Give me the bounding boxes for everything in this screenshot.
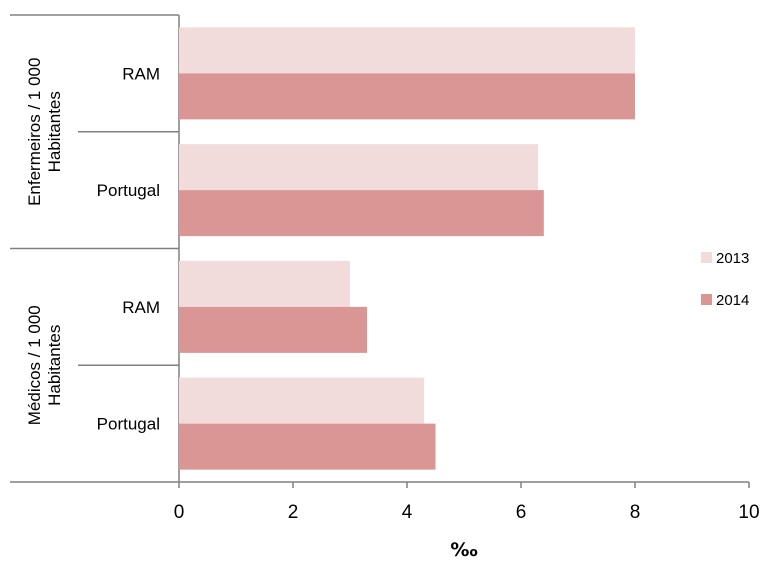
bar-2014-ram-0 — [179, 73, 635, 120]
group-label-line: Enfermeiros / 1 000 — [25, 58, 44, 206]
group-label-line: Habitantes — [45, 325, 64, 406]
x-tick-label: 2 — [288, 502, 299, 523]
legend: 2013 2014 — [701, 250, 749, 309]
x-tick-label: 8 — [630, 502, 641, 523]
bar-2014-portugal-1 — [179, 190, 544, 237]
category-label: Portugal — [97, 415, 160, 434]
x-tick-label: 0 — [174, 502, 185, 523]
group-label: Médicos / 1 000Habitantes — [25, 305, 64, 425]
x-tick-label: 4 — [402, 502, 413, 523]
bar-2013-portugal-3 — [179, 377, 425, 424]
legend-swatch-2013 — [701, 252, 712, 263]
bar-2014-ram-2 — [179, 306, 368, 353]
category-label: Portugal — [97, 181, 160, 200]
bar-2013-ram-2 — [179, 260, 350, 307]
bar-2013-ram-0 — [179, 27, 635, 74]
category-label: RAM — [122, 64, 160, 83]
x-tick-label: 6 — [516, 502, 527, 523]
bars — [179, 27, 635, 470]
legend-label-2014: 2014 — [716, 292, 749, 309]
legend-swatch-2014 — [701, 294, 712, 305]
x-axis-label: ‰ — [450, 539, 477, 561]
group-label-line: Habitantes — [45, 91, 64, 172]
legend-label-2013: 2013 — [716, 250, 749, 267]
bar-2013-portugal-1 — [179, 144, 539, 191]
bar-2014-portugal-3 — [179, 423, 436, 470]
x-tick-label: 10 — [738, 502, 759, 523]
labels: 0 2 4 6 8 10 ‰ RAM Portugal RAM Portugal Enfermeiro… — [25, 58, 760, 561]
group-label-line: Médicos / 1 000 — [25, 305, 44, 425]
group-label: Enfermeiros / 1 000Habitantes — [25, 58, 64, 206]
category-label: RAM — [122, 298, 160, 317]
